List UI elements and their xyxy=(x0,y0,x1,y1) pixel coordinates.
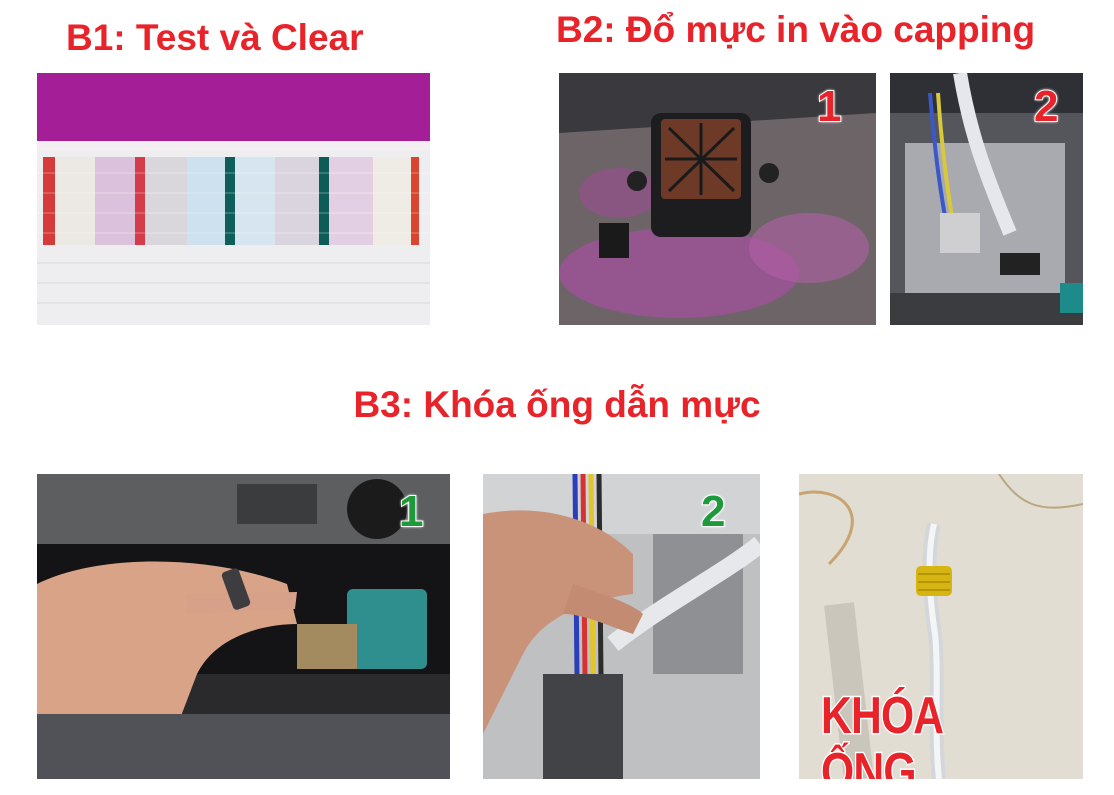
step1-title: B1: Test và Clear xyxy=(66,17,364,58)
test-print-photo xyxy=(37,73,430,325)
tube-clamp-label: KHÓA ỐNG xyxy=(820,687,944,780)
printer-interior-photo: 2 xyxy=(890,73,1083,325)
ink-tube-photo: 2 xyxy=(483,474,760,779)
hand-damper-photo: 1 xyxy=(37,474,450,779)
step2-title: B2: Đổ mực in vào capping xyxy=(556,9,1036,50)
badge-number: 2 xyxy=(1033,82,1060,132)
badge-number: 1 xyxy=(816,82,843,132)
badge-number: 2 xyxy=(700,487,727,537)
clamped-tube-photo: KHÓA ỐNG xyxy=(799,474,1083,779)
capping-photo: 1 xyxy=(559,73,876,325)
step3-title: B3: Khóa ống dẫn mực xyxy=(353,384,761,425)
badge-number: 1 xyxy=(398,487,425,537)
